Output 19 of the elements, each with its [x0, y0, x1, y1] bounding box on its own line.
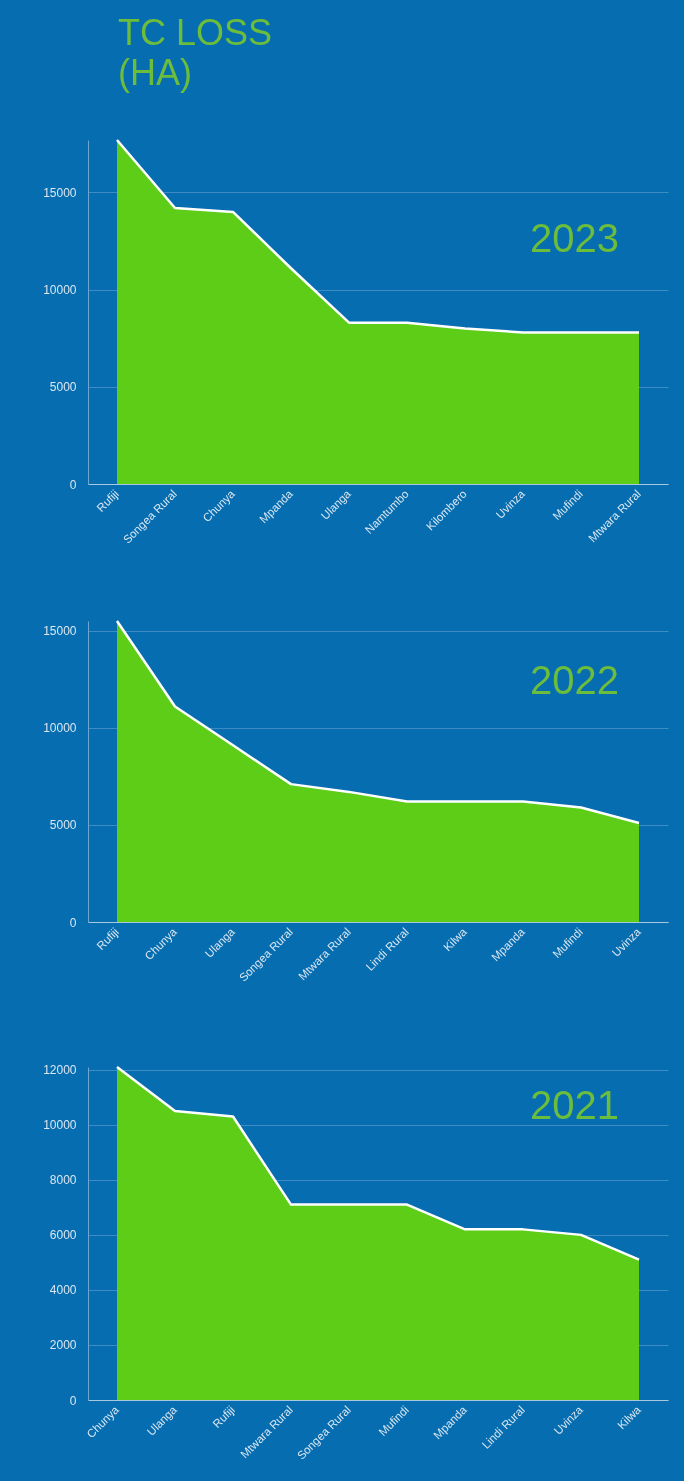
y-tick-label: 5000 [49, 818, 77, 833]
y-tick-label: 15000 [43, 624, 77, 639]
y-tick-label: 5000 [49, 380, 77, 395]
annotation: 2021 [530, 1083, 619, 1127]
annotation: 2023 [530, 216, 619, 260]
y-tick-label: 15000 [43, 185, 77, 200]
annotation: 2022 [530, 658, 619, 702]
y-tick-label: 8000 [49, 1173, 77, 1188]
y-tick-label: 10000 [43, 283, 77, 298]
y-tick-label: 4000 [49, 1283, 77, 1298]
y-tick-label: 6000 [49, 1228, 77, 1243]
y-tick-label: 0 [69, 1393, 77, 1408]
y-tick-label: 10000 [43, 1118, 77, 1133]
chart-title: TC LOSS (HA) [118, 11, 273, 93]
y-tick-label: 0 [69, 915, 77, 930]
y-tick-label: 12000 [43, 1063, 77, 1078]
y-tick-label: 0 [69, 477, 77, 492]
y-tick-label: 10000 [43, 721, 77, 736]
y-tick-label: 2000 [49, 1338, 77, 1353]
